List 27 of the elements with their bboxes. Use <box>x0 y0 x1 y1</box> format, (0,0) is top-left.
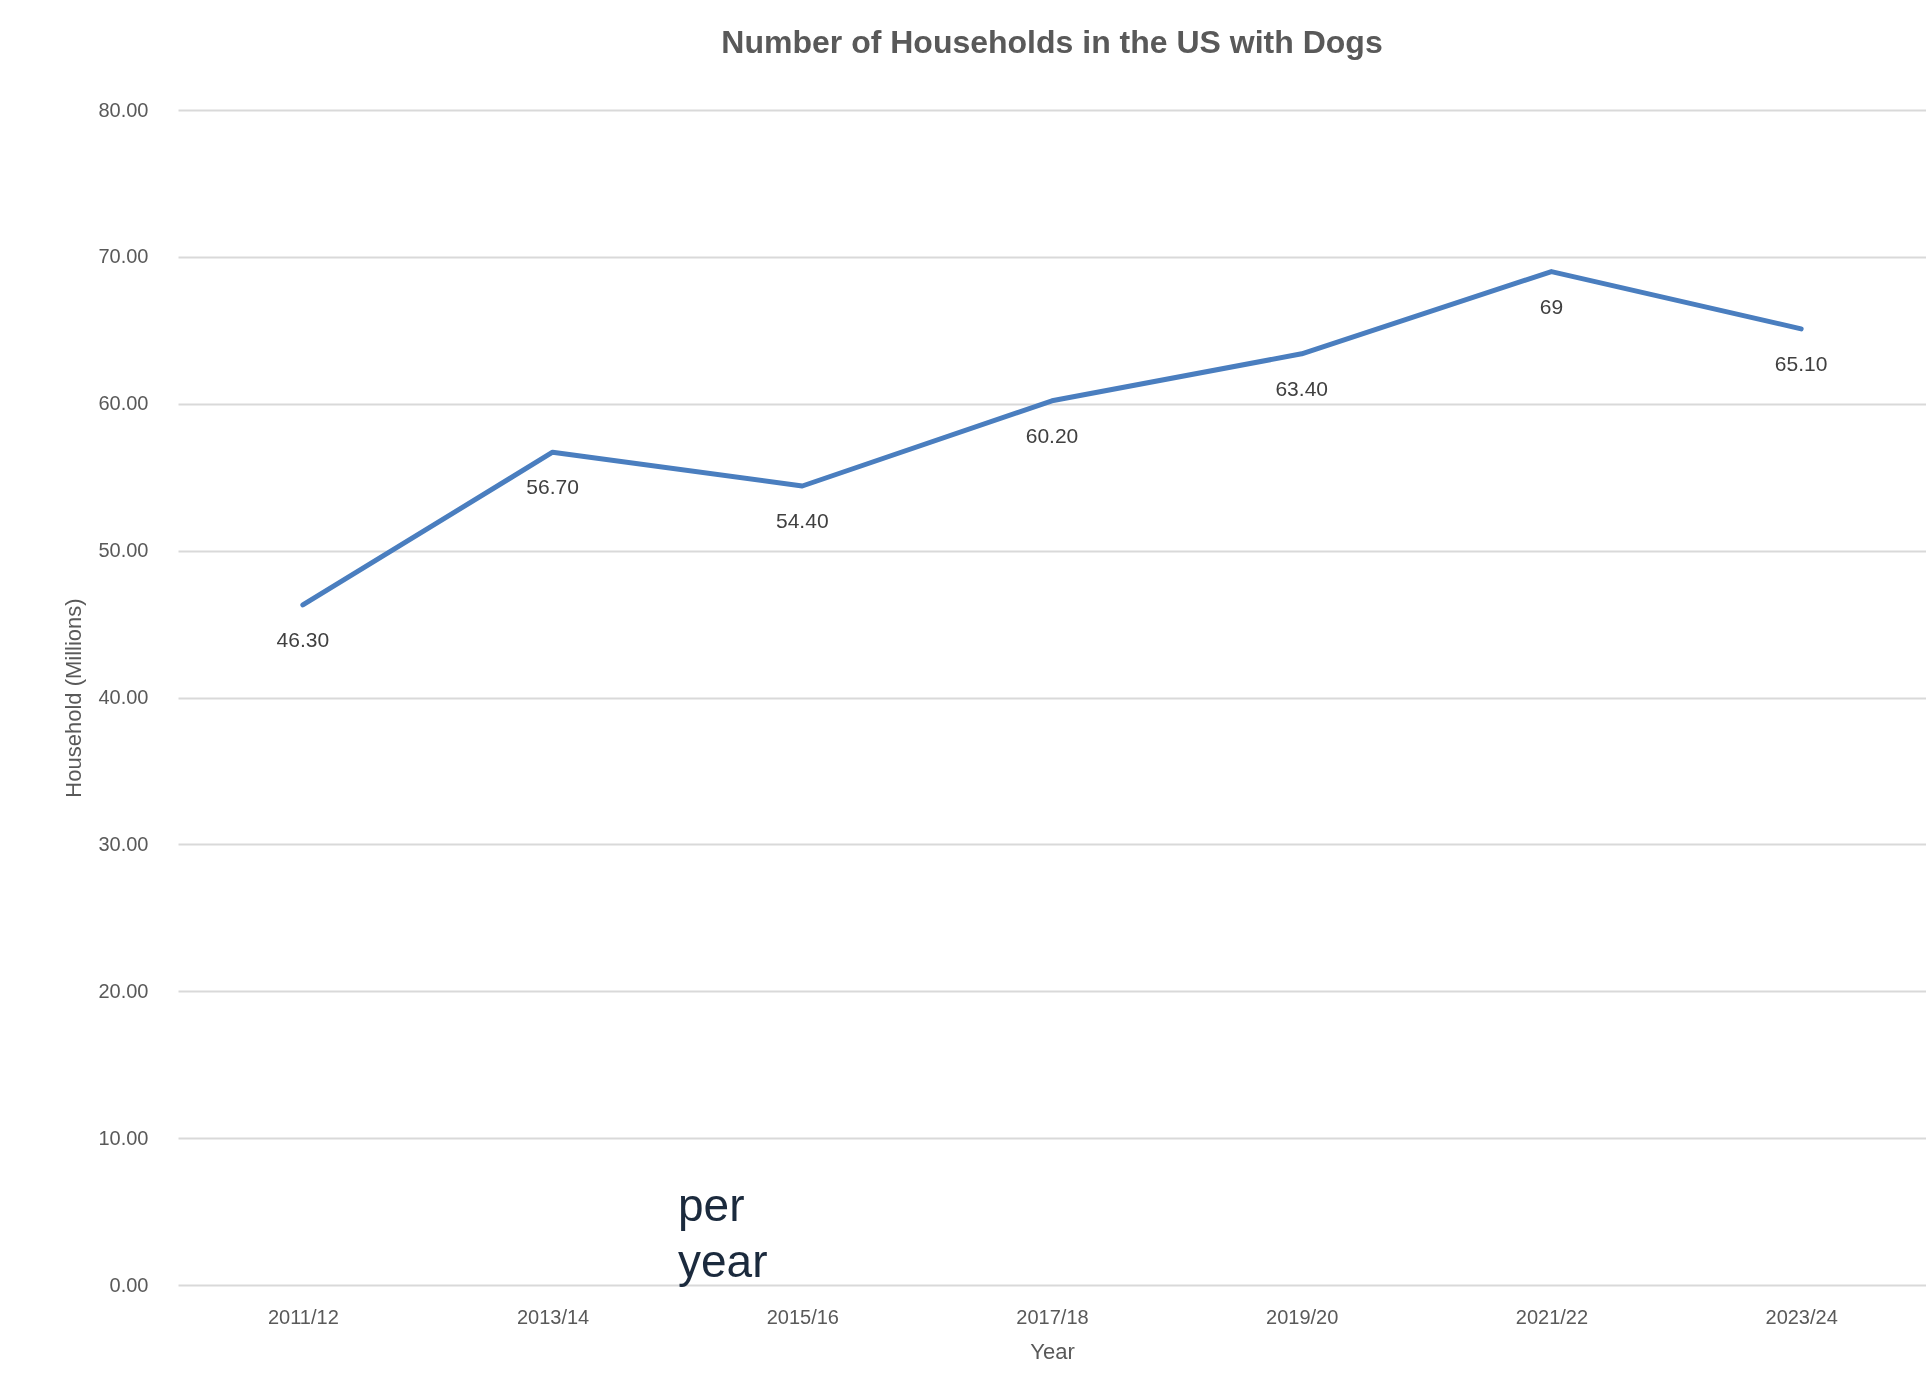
y-tick-label: 50.00 <box>98 539 149 562</box>
x-tick-label: 2019/20 <box>1266 1305 1339 1328</box>
y-tick-label: 0.00 <box>109 1273 149 1296</box>
data-label: 65.10 <box>1774 351 1828 375</box>
x-tick-label: 2015/16 <box>766 1305 839 1328</box>
data-label: 60.20 <box>1025 423 1079 447</box>
x-tick-label: 2017/18 <box>1016 1305 1089 1328</box>
x-tick-label: 2013/14 <box>516 1305 590 1328</box>
data-label: 69 <box>1539 294 1564 318</box>
y-tick-label: 30.00 <box>98 832 149 855</box>
x-axis-title: Year <box>1030 1338 1075 1364</box>
y-tick-label: 10.00 <box>98 1126 149 1149</box>
data-label: 63.40 <box>1275 376 1328 400</box>
y-tick-label: 80.00 <box>98 98 149 121</box>
y-tick-label: 20.00 <box>98 979 149 1002</box>
x-tick-label: 2023/24 <box>1765 1305 1838 1328</box>
y-tick-label: 60.00 <box>98 392 149 415</box>
y-axis-title: Household (Millions) <box>61 598 87 798</box>
y-tick-label: 70.00 <box>98 245 149 268</box>
x-tick-label: 2021/22 <box>1515 1305 1589 1328</box>
data-label: 46.30 <box>276 627 330 651</box>
x-tick-label: 2011/12 <box>267 1305 339 1328</box>
chart-title: Number of Households in the US with Dogs <box>721 24 1383 60</box>
data-label: 54.40 <box>776 509 829 532</box>
data-label: 56.70 <box>526 475 579 499</box>
annotation: per year <box>678 1179 768 1287</box>
y-tick-label: 40.00 <box>98 686 149 708</box>
